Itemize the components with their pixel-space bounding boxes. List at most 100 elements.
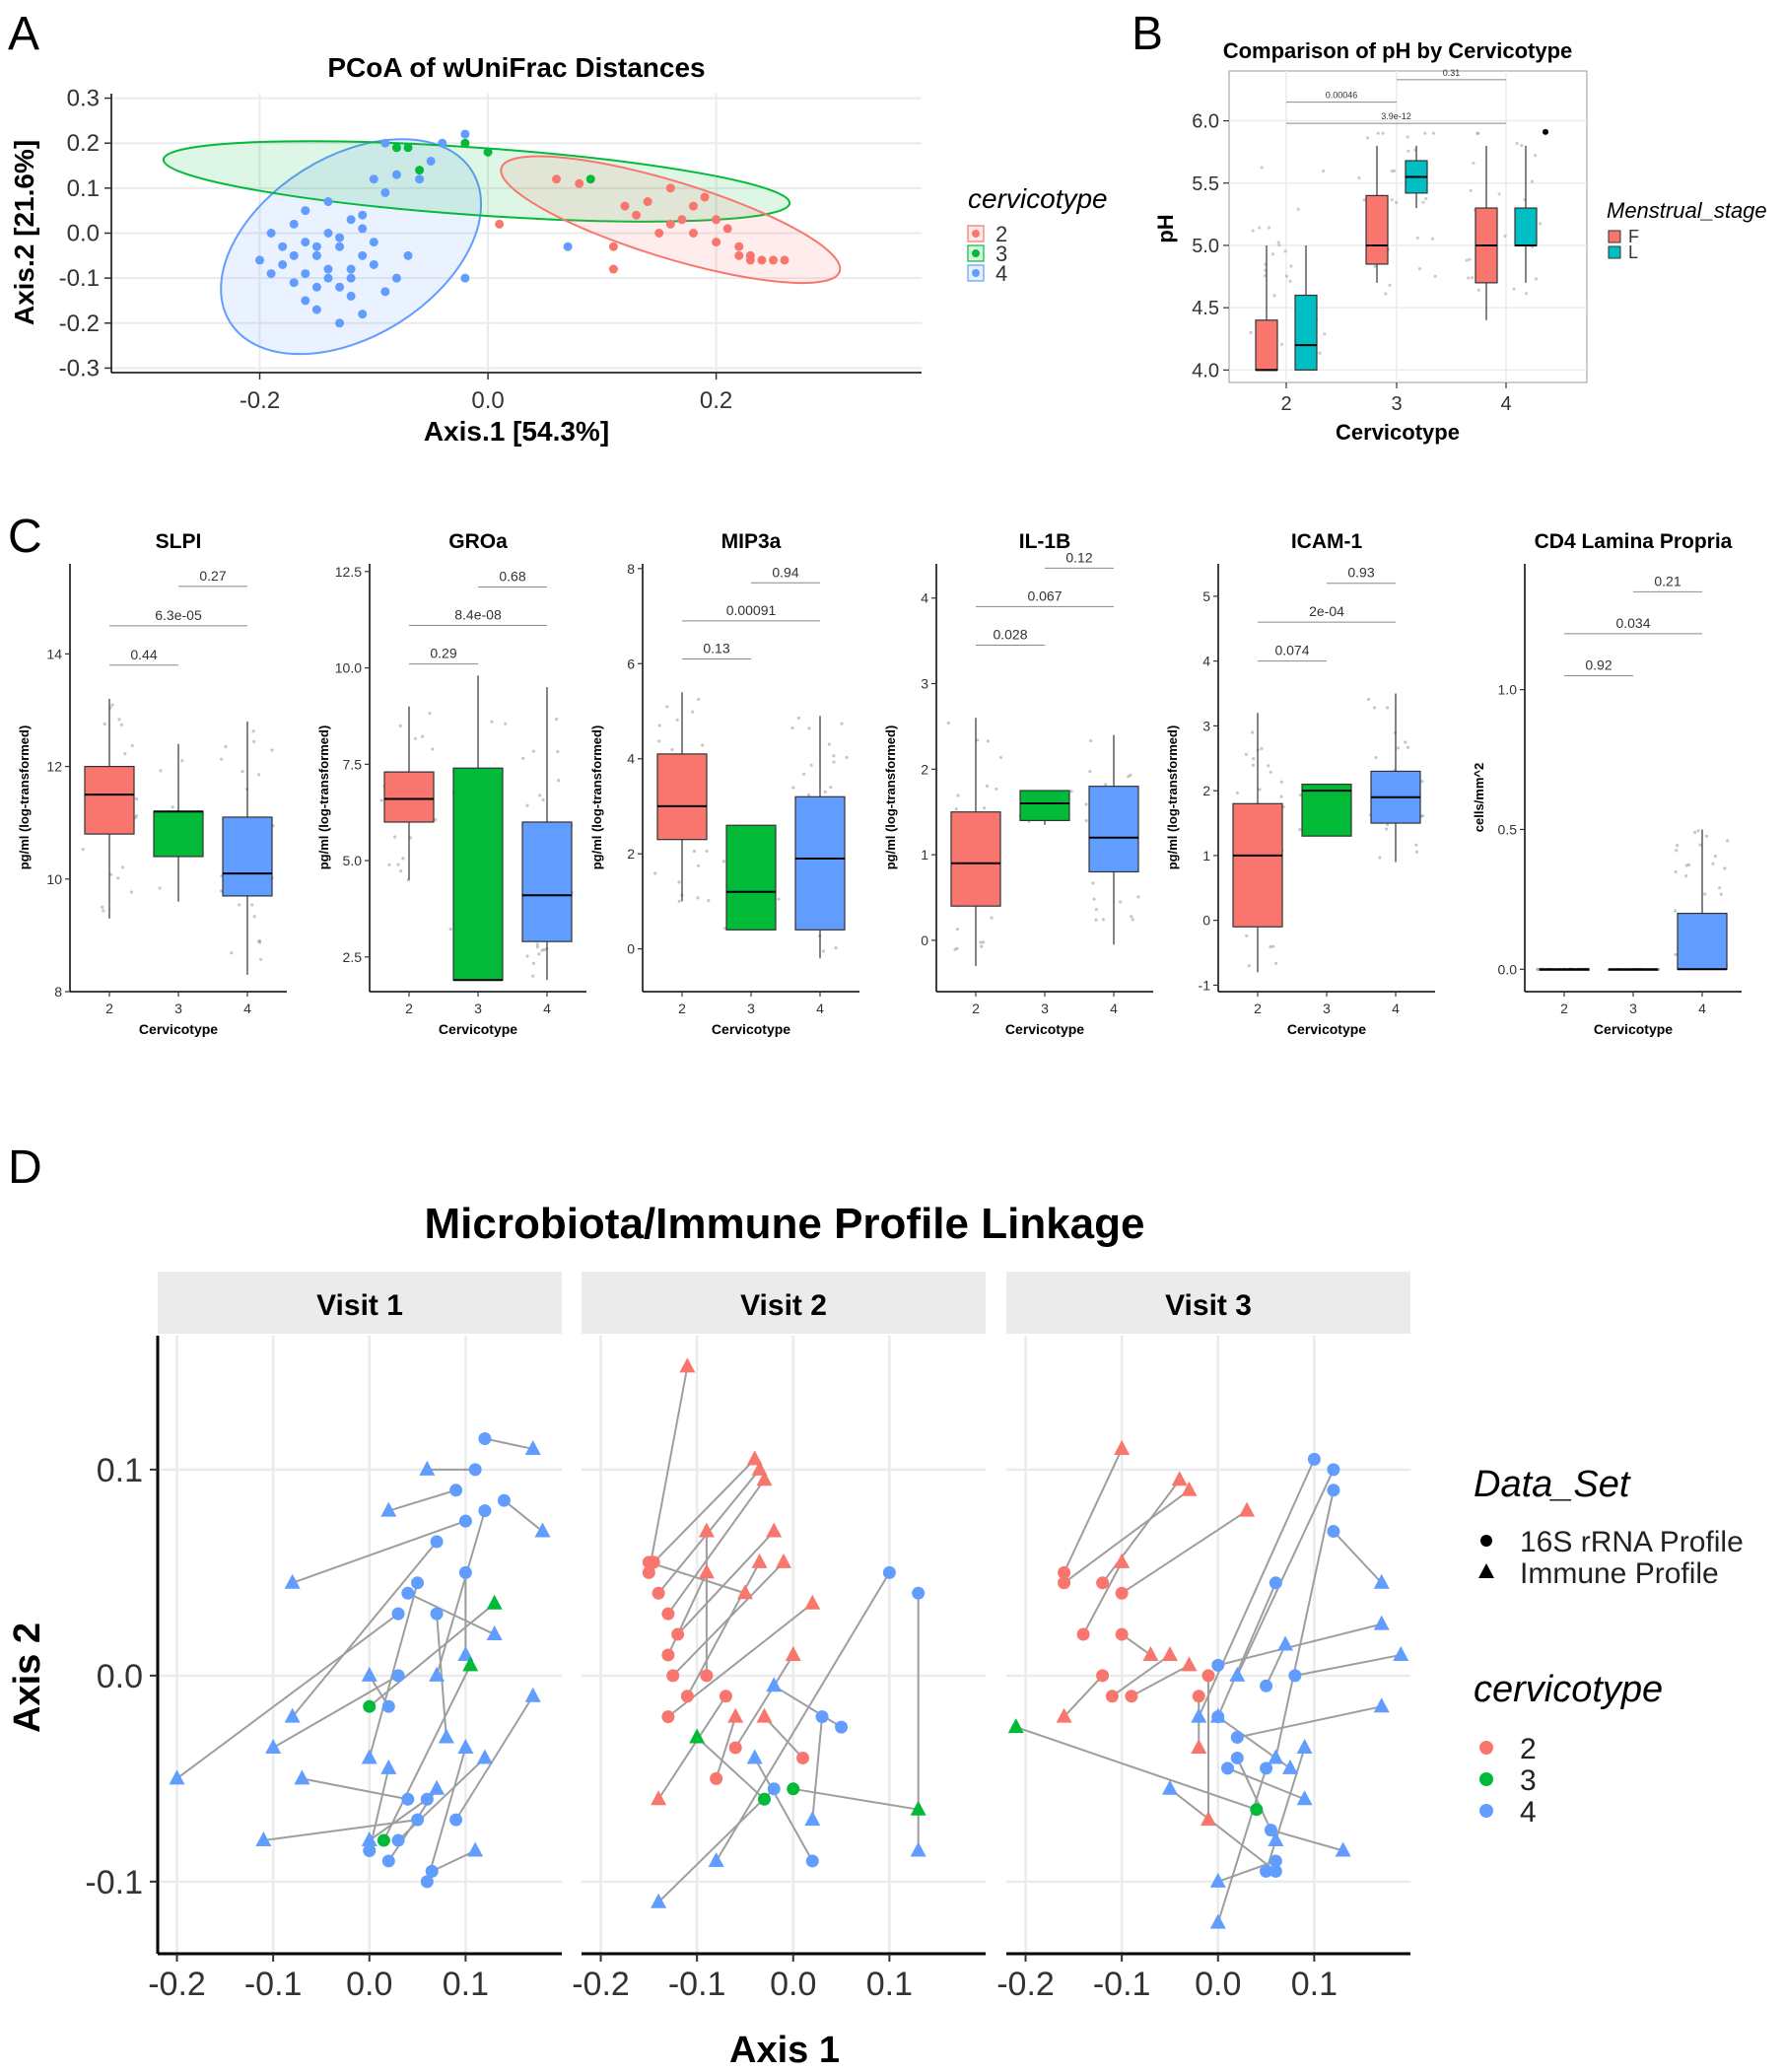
- point-group-4: [335, 242, 345, 251]
- panel-c-xtick-label: 3: [1629, 1001, 1637, 1016]
- jitter-point: [252, 915, 256, 919]
- rrna-profile-point: [882, 1565, 896, 1579]
- legend-label-3: 3: [995, 242, 1007, 266]
- linkage-line: [1198, 1458, 1316, 1718]
- point-group-2: [677, 215, 687, 225]
- jitter-point: [1390, 198, 1394, 202]
- box-cervicotype-3: [725, 824, 777, 931]
- jitter-point: [1258, 788, 1262, 792]
- comparison-label: 2e-04: [1309, 603, 1344, 619]
- point-group-4: [323, 273, 333, 283]
- jitter-point: [1094, 918, 1098, 922]
- legend-shape-label: Immune Profile: [1520, 1557, 1719, 1590]
- immune-profile-point: [429, 1666, 446, 1682]
- immune-profile-point: [457, 1739, 474, 1754]
- panel-c-ytick-label: 10.0: [335, 660, 362, 676]
- rrna-profile-point: [1288, 1669, 1302, 1683]
- immune-profile-point: [736, 1584, 753, 1600]
- jitter-point: [1717, 886, 1722, 890]
- jitter-point: [1267, 764, 1270, 768]
- rrna-profile-point: [1211, 1710, 1225, 1724]
- panel-c-xlabel: Cervicotype: [1005, 1021, 1084, 1037]
- panel-c-title: CD4 Lamina Propria: [1535, 530, 1733, 553]
- facet-xtick-label: 0.1: [866, 1966, 913, 2003]
- box-cervicotype-4: [222, 816, 273, 897]
- ellipse-group-3: [162, 140, 791, 223]
- point-group-4: [266, 269, 276, 279]
- jitter-point: [827, 742, 831, 746]
- rrna-profile-point: [391, 1833, 405, 1847]
- immune-profile-point: [534, 1522, 551, 1538]
- legend-dot-2: [972, 230, 980, 238]
- linkage-line: [1111, 1654, 1171, 1697]
- rrna-profile-point: [1221, 1761, 1235, 1775]
- jitter-point: [692, 849, 697, 854]
- panel-c-xtick-label: 4: [1392, 1001, 1400, 1016]
- immune-profile-point: [1114, 1439, 1131, 1455]
- box-cervicotype-4: [1677, 912, 1728, 970]
- rrna-profile-point: [1058, 1576, 1071, 1590]
- linkage-line: [667, 1479, 766, 1615]
- immune-profile-point: [756, 1707, 773, 1723]
- jitter-point: [1468, 257, 1472, 261]
- jitter-point: [531, 961, 535, 966]
- immune-profile-point: [438, 1728, 454, 1744]
- panel-a-title: PCoA of wUniFrac Distances: [327, 52, 705, 83]
- jitter-point: [1069, 790, 1073, 794]
- jitter-point: [777, 897, 781, 901]
- jitter-point: [1289, 264, 1293, 268]
- point-group-2: [768, 255, 778, 265]
- jitter-point: [1684, 863, 1688, 867]
- immune-profile-point: [708, 1851, 724, 1867]
- legend-label-F: F: [1628, 227, 1639, 246]
- immune-profile-point: [1373, 1573, 1390, 1589]
- jitter-point: [116, 876, 120, 880]
- jitter-point: [1404, 740, 1407, 744]
- linkage-line: [1237, 1705, 1382, 1739]
- jitter-point: [665, 705, 669, 709]
- ellipse-group-4: [220, 138, 483, 356]
- point-group-2: [495, 219, 505, 229]
- linkage-line: [696, 1736, 766, 1800]
- immune-profile-point: [361, 1831, 377, 1847]
- panel-b-ylabel: pH: [1153, 214, 1178, 242]
- immune-profile-point: [1296, 1739, 1313, 1754]
- panel-c-ylabel: pg/ml (log-transformed): [316, 725, 331, 870]
- point-group-2: [722, 224, 732, 234]
- box-3-F: [1365, 194, 1389, 265]
- jitter-point: [990, 916, 994, 920]
- panel-c-xlabel: Cervicotype: [712, 1021, 790, 1037]
- jitter-point: [1415, 236, 1419, 241]
- jitter-point: [1723, 866, 1727, 870]
- jitter-point: [252, 739, 256, 743]
- comparison-label: 0.29: [430, 646, 456, 661]
- jitter-point: [238, 903, 241, 907]
- immune-profile-point: [294, 1769, 310, 1785]
- rrna-profile-point: [478, 1432, 492, 1445]
- linkage-line: [652, 1458, 756, 1563]
- panel-c-ytick-label: 1: [921, 847, 928, 863]
- panel-c-mip3a: MIP3a 0 2 4 6 8 2 3 4 Cervicotype pg/ml (log-trans…: [589, 530, 859, 1037]
- legend-label-L: L: [1628, 242, 1638, 262]
- panel-c-xtick-label: 3: [474, 1001, 482, 1016]
- facet-xtick-label: 0.1: [1291, 1966, 1338, 2003]
- comparison-label: 0.31: [1443, 68, 1461, 78]
- linkage-line: [1236, 1469, 1335, 1677]
- panel-c-ytick-label: 10: [46, 871, 62, 887]
- ellipse-group-2: [500, 155, 842, 285]
- jitter-point: [1476, 288, 1480, 292]
- point-group-4: [311, 305, 321, 314]
- jitter-point: [1497, 192, 1501, 196]
- jitter-point: [1381, 131, 1385, 135]
- jitter-point: [1357, 175, 1361, 179]
- panel-c-ytick-label: 3: [1202, 718, 1210, 733]
- panel-b-title: Comparison of pH by Cervicotype: [1223, 38, 1573, 63]
- panel-c-ytick-label: 2: [627, 846, 635, 862]
- jitter-point: [697, 697, 701, 702]
- linkage-line: [792, 1787, 919, 1811]
- immune-profile-point: [651, 1893, 667, 1908]
- panel-c-ytick-label: 3: [921, 676, 928, 692]
- panel-c-ytick-label: 2: [921, 761, 928, 777]
- panel-label-a: A: [8, 8, 39, 60]
- panel-d-ytick-label: 0.0: [97, 1658, 143, 1695]
